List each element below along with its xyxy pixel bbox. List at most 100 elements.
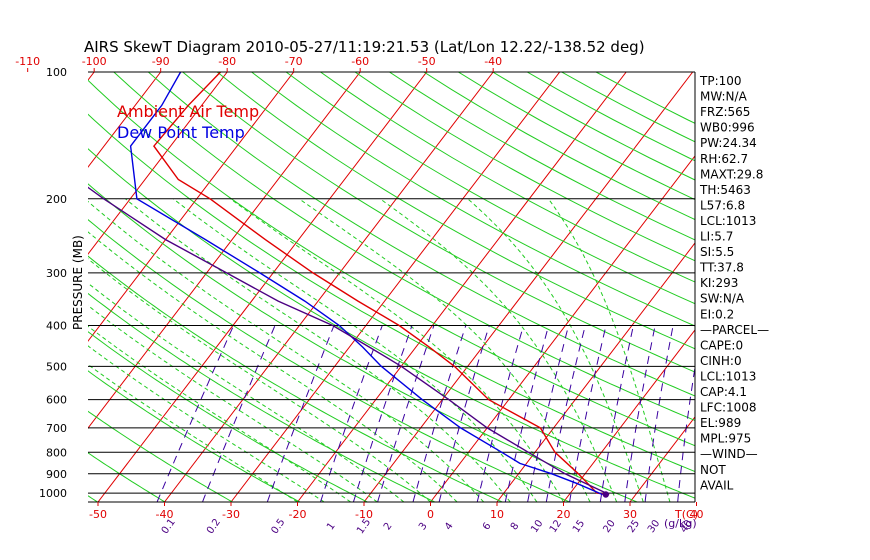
index-label: NOT xyxy=(700,463,726,477)
moist-adiabat-line xyxy=(88,200,485,502)
pressure-tick-label: 100 xyxy=(46,66,67,79)
top-temp-tick-label: -100 xyxy=(82,55,107,68)
y-axis-label: PRESSURE (MB) xyxy=(71,235,85,330)
mixing-ratio-line xyxy=(545,325,586,502)
moist-adiabat-line xyxy=(379,198,618,502)
moist-adiabat-line xyxy=(88,345,325,502)
chart-title: AIRS SkewT Diagram 2010-05-27/11:19:21.5… xyxy=(84,38,645,56)
dry-adiabat-line xyxy=(88,113,695,473)
mixing-ratio-line xyxy=(438,325,490,502)
bottom-temp-tick-label: -30 xyxy=(222,508,240,521)
pressure-tick-label: 600 xyxy=(46,394,67,407)
top-temp-tick-label: -50 xyxy=(418,55,436,68)
mixing-ratio-line xyxy=(476,325,524,502)
mixing-ratio-line xyxy=(202,325,276,502)
isotherm-line xyxy=(297,72,627,502)
mixing-ratio-label: 0.5 xyxy=(269,517,287,536)
mixing-ratio-line xyxy=(412,325,467,502)
bottom-temp-tick-label: 10 xyxy=(490,508,504,521)
pressure-tick-label: 700 xyxy=(46,422,67,435)
top-temp-tick-label: -90 xyxy=(152,55,170,68)
moist-adiabat-line xyxy=(125,198,511,502)
index-label: CAP:4.1 xyxy=(700,385,747,399)
moist-adiabat-line xyxy=(88,258,431,502)
index-label: FRZ:565 xyxy=(700,105,750,119)
dry-adiabat-line xyxy=(88,219,570,502)
pressure-tick-label: 800 xyxy=(46,446,67,459)
mixing-ratio-lines xyxy=(156,325,695,502)
index-label: SW:N/A xyxy=(700,292,745,306)
dry-adiabat-line xyxy=(88,148,695,499)
index-label: AVAIL xyxy=(700,478,734,492)
index-label: TT:37.8 xyxy=(699,261,744,275)
mixing-ratio-line xyxy=(320,325,383,502)
index-label: MPL:975 xyxy=(700,432,751,446)
surface-point-marker xyxy=(602,491,609,498)
mixing-ratio-line xyxy=(644,325,674,502)
index-label: —PARCEL— xyxy=(700,323,769,337)
ambient-air-temp-line xyxy=(153,72,610,496)
moist-adiabat-line xyxy=(88,231,458,502)
index-label: EI:0.2 xyxy=(700,307,734,321)
dry-adiabat-line xyxy=(216,72,695,350)
mixing-ratio-label: 4 xyxy=(443,521,456,533)
mixing-ratio-line xyxy=(599,325,634,502)
dry-adiabat-line xyxy=(88,79,695,447)
bottom-temp-tick-label: 40 xyxy=(690,508,704,521)
dry-adiabat-line xyxy=(182,72,695,373)
moist-adiabat-line xyxy=(298,198,591,502)
dry-adiabat-line xyxy=(88,452,166,502)
dry-adiabat-line xyxy=(0,72,30,502)
top-temp-tick-label: -110 xyxy=(15,55,40,68)
moist-adiabat-line xyxy=(88,304,378,502)
legend-dew-point-temp: Dew Point Temp xyxy=(117,123,245,142)
mixing-ratio-label: 30 xyxy=(646,518,662,535)
bottom-temp-tick-label: -10 xyxy=(355,508,373,521)
index-label: WB0:996 xyxy=(700,121,755,135)
legend-ambient-air-temp: Ambient Air Temp xyxy=(117,102,259,121)
top-temp-tick-label: -60 xyxy=(351,55,369,68)
pressure-tick-label: 400 xyxy=(46,320,67,333)
index-label: LI:5.7 xyxy=(700,230,733,244)
isotherm-line xyxy=(830,72,870,502)
index-label: L57:6.8 xyxy=(700,198,745,212)
dry-adiabat-line xyxy=(320,72,695,283)
mixing-ratio-label: 10 xyxy=(529,518,545,535)
mixing-ratio-line xyxy=(504,325,550,502)
moist-adiabat-line xyxy=(88,282,405,502)
mixing-ratio-line xyxy=(377,325,435,502)
isotherm-line xyxy=(88,72,295,342)
top-temp-tick-label: -80 xyxy=(218,55,236,68)
moist-adiabat-line xyxy=(547,198,671,502)
index-label: MAXT:29.8 xyxy=(700,167,763,181)
index-label: EL:989 xyxy=(700,416,741,430)
index-label: —WIND— xyxy=(700,447,758,461)
mixing-ratio-label: 1 xyxy=(325,521,338,533)
dry-adiabat-line xyxy=(88,183,638,502)
moist-adiabat-line xyxy=(172,198,538,502)
mixing-ratio-label: 20 xyxy=(601,518,617,535)
isotherm-line xyxy=(563,329,695,502)
mixing-ratio-label: 8 xyxy=(509,521,522,533)
mixing-ratio-line xyxy=(677,364,695,502)
mixing-ratio-unit-label: (g/kg) xyxy=(664,517,697,530)
isotherm-lines xyxy=(0,72,870,502)
bottom-temp-tick-label: 30 xyxy=(623,508,637,521)
isotherm-line xyxy=(0,72,28,502)
mixing-ratio-label: 6 xyxy=(481,521,494,533)
index-label: SI:5.5 xyxy=(700,245,734,259)
dry-adiabat-line xyxy=(88,331,368,502)
isotherm-line xyxy=(629,416,695,502)
top-temp-tick-label: -40 xyxy=(484,55,502,68)
pressure-tick-label: 500 xyxy=(46,360,67,373)
isotherm-line xyxy=(363,72,694,502)
dry-adiabat-line xyxy=(147,72,695,397)
mixing-ratio-line xyxy=(156,325,235,502)
moist-adiabat-line xyxy=(230,198,564,502)
pressure-tick-label: 900 xyxy=(46,468,67,481)
index-label: LCL:1013 xyxy=(700,214,756,228)
mixing-ratio-line xyxy=(352,325,413,502)
moist-adiabat-line xyxy=(467,198,644,502)
index-label: RH:62.7 xyxy=(700,152,748,166)
index-label: TP:100 xyxy=(699,74,742,88)
